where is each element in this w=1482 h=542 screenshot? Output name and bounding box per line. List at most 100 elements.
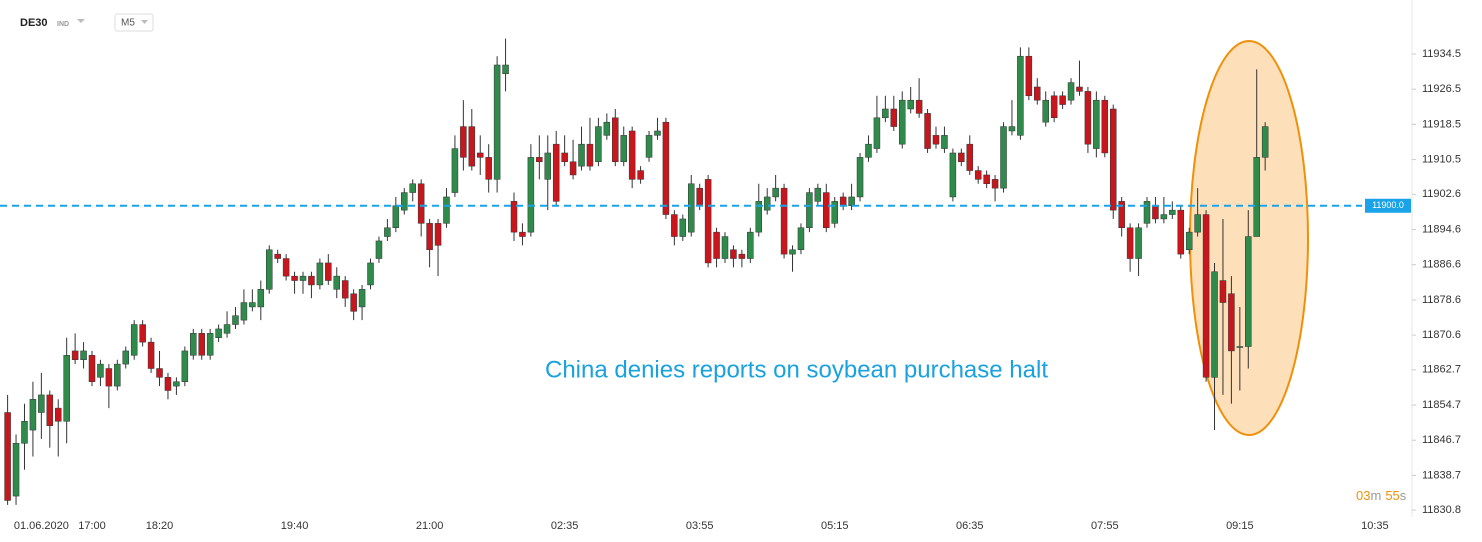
candle-body xyxy=(21,421,28,444)
candle-body xyxy=(147,341,155,369)
candle-body xyxy=(806,192,813,228)
candle-body xyxy=(485,157,492,180)
countdown-minutes: 03 xyxy=(1356,488,1370,503)
candle-body xyxy=(552,143,560,202)
candle-body xyxy=(12,443,20,497)
candle-body xyxy=(1093,99,1100,149)
candle-body xyxy=(1008,126,1016,132)
candle-body xyxy=(274,253,281,259)
x-tick-label: 03:55 xyxy=(686,520,714,532)
candle-body xyxy=(890,108,898,127)
countdown-seconds-unit: s xyxy=(1400,488,1407,503)
candle-body xyxy=(671,214,678,237)
candle-body xyxy=(823,192,830,228)
candle-body xyxy=(223,324,231,334)
y-tick-label: 11846.7 xyxy=(1422,434,1461,446)
candle-body xyxy=(417,183,425,224)
candle-body xyxy=(1202,214,1210,378)
timeframe-dropdown[interactable] xyxy=(141,20,148,24)
candle-body xyxy=(1109,108,1117,211)
x-tick-label: 17:00 xyxy=(78,520,106,532)
candle-body xyxy=(915,99,923,114)
candle-body xyxy=(1160,214,1168,220)
candle-body xyxy=(1185,231,1193,250)
candle-body xyxy=(941,135,948,149)
candle-body xyxy=(898,99,906,145)
y-tick-label: 11830.8 xyxy=(1422,504,1461,516)
candle-body xyxy=(612,117,619,163)
candle-body xyxy=(358,289,366,308)
candle-body xyxy=(1101,99,1109,154)
candle-body xyxy=(519,231,526,237)
candle-body xyxy=(1194,214,1201,233)
price-line-label: 11900.0 xyxy=(1372,200,1404,210)
candle-body xyxy=(282,258,290,277)
candle-body xyxy=(738,253,746,259)
candle-body xyxy=(1034,86,1041,101)
candle-body xyxy=(797,227,805,250)
candle-body xyxy=(502,64,509,75)
candle-body xyxy=(1169,209,1176,215)
timeframe-button[interactable] xyxy=(114,13,154,32)
candle-body xyxy=(949,152,957,198)
candle-body xyxy=(747,231,754,259)
candle-body xyxy=(443,196,450,224)
y-tick-label: 11902.6 xyxy=(1422,188,1461,200)
candle-body xyxy=(789,249,796,255)
candle-body xyxy=(763,196,771,211)
candle-body xyxy=(1025,55,1033,97)
countdown: 03m 55s xyxy=(1356,488,1407,503)
candle-body xyxy=(856,157,864,198)
candle-body xyxy=(265,249,273,290)
candle-body xyxy=(679,218,687,237)
y-tick-label: 11934.5 xyxy=(1422,48,1461,60)
candle-body xyxy=(240,302,248,321)
y-tick-label: 11918.5 xyxy=(1422,118,1461,130)
candle-body xyxy=(991,179,999,189)
candle-body xyxy=(451,148,459,193)
candle-body xyxy=(333,275,341,290)
candle-body xyxy=(983,174,990,185)
candle-body xyxy=(367,262,374,286)
candle-body xyxy=(932,135,940,145)
candle-body xyxy=(409,183,416,193)
candle-body xyxy=(1118,201,1125,228)
candle-body xyxy=(156,368,163,378)
candle-body xyxy=(561,152,568,163)
candle-body xyxy=(130,324,138,356)
candle-body xyxy=(974,170,982,180)
candle-body xyxy=(721,236,729,259)
candle-body xyxy=(848,196,855,207)
candle-body xyxy=(603,121,611,136)
candle-body xyxy=(1059,95,1066,105)
y-tick-label: 11886.6 xyxy=(1422,259,1461,271)
candle-body xyxy=(755,201,763,233)
candle-body xyxy=(865,143,872,158)
candle-body xyxy=(80,350,87,360)
candle-body xyxy=(38,394,45,413)
candle-body xyxy=(654,130,661,136)
candle-body xyxy=(839,196,847,207)
candle-body xyxy=(637,170,644,180)
candle-body xyxy=(426,223,433,250)
candle-body xyxy=(814,187,822,202)
price-line-tag xyxy=(1365,198,1411,213)
y-tick-label: 11870.6 xyxy=(1422,329,1461,341)
candle-body xyxy=(434,223,442,246)
candle-body xyxy=(114,363,121,387)
symbol[interactable]: DE30 xyxy=(20,17,48,29)
y-tick-label: 11854.7 xyxy=(1422,399,1461,411)
candle-body xyxy=(704,179,712,264)
candle-body xyxy=(468,126,476,167)
symbol-dropdown[interactable] xyxy=(77,19,85,23)
overlay: 11900.0 xyxy=(0,198,1411,213)
y-tick-label: 11838.7 xyxy=(1422,469,1461,481)
candle-body xyxy=(401,192,408,211)
x-tick-label: 02:35 xyxy=(551,520,579,532)
candle-body xyxy=(122,350,130,365)
x-tick-label: 21:00 xyxy=(416,520,444,532)
y-tick-label: 11878.6 xyxy=(1422,294,1461,306)
timeframe[interactable]: M5 xyxy=(121,18,135,29)
x-tick-label: 18:20 xyxy=(146,520,174,532)
candle-body xyxy=(1042,99,1049,123)
